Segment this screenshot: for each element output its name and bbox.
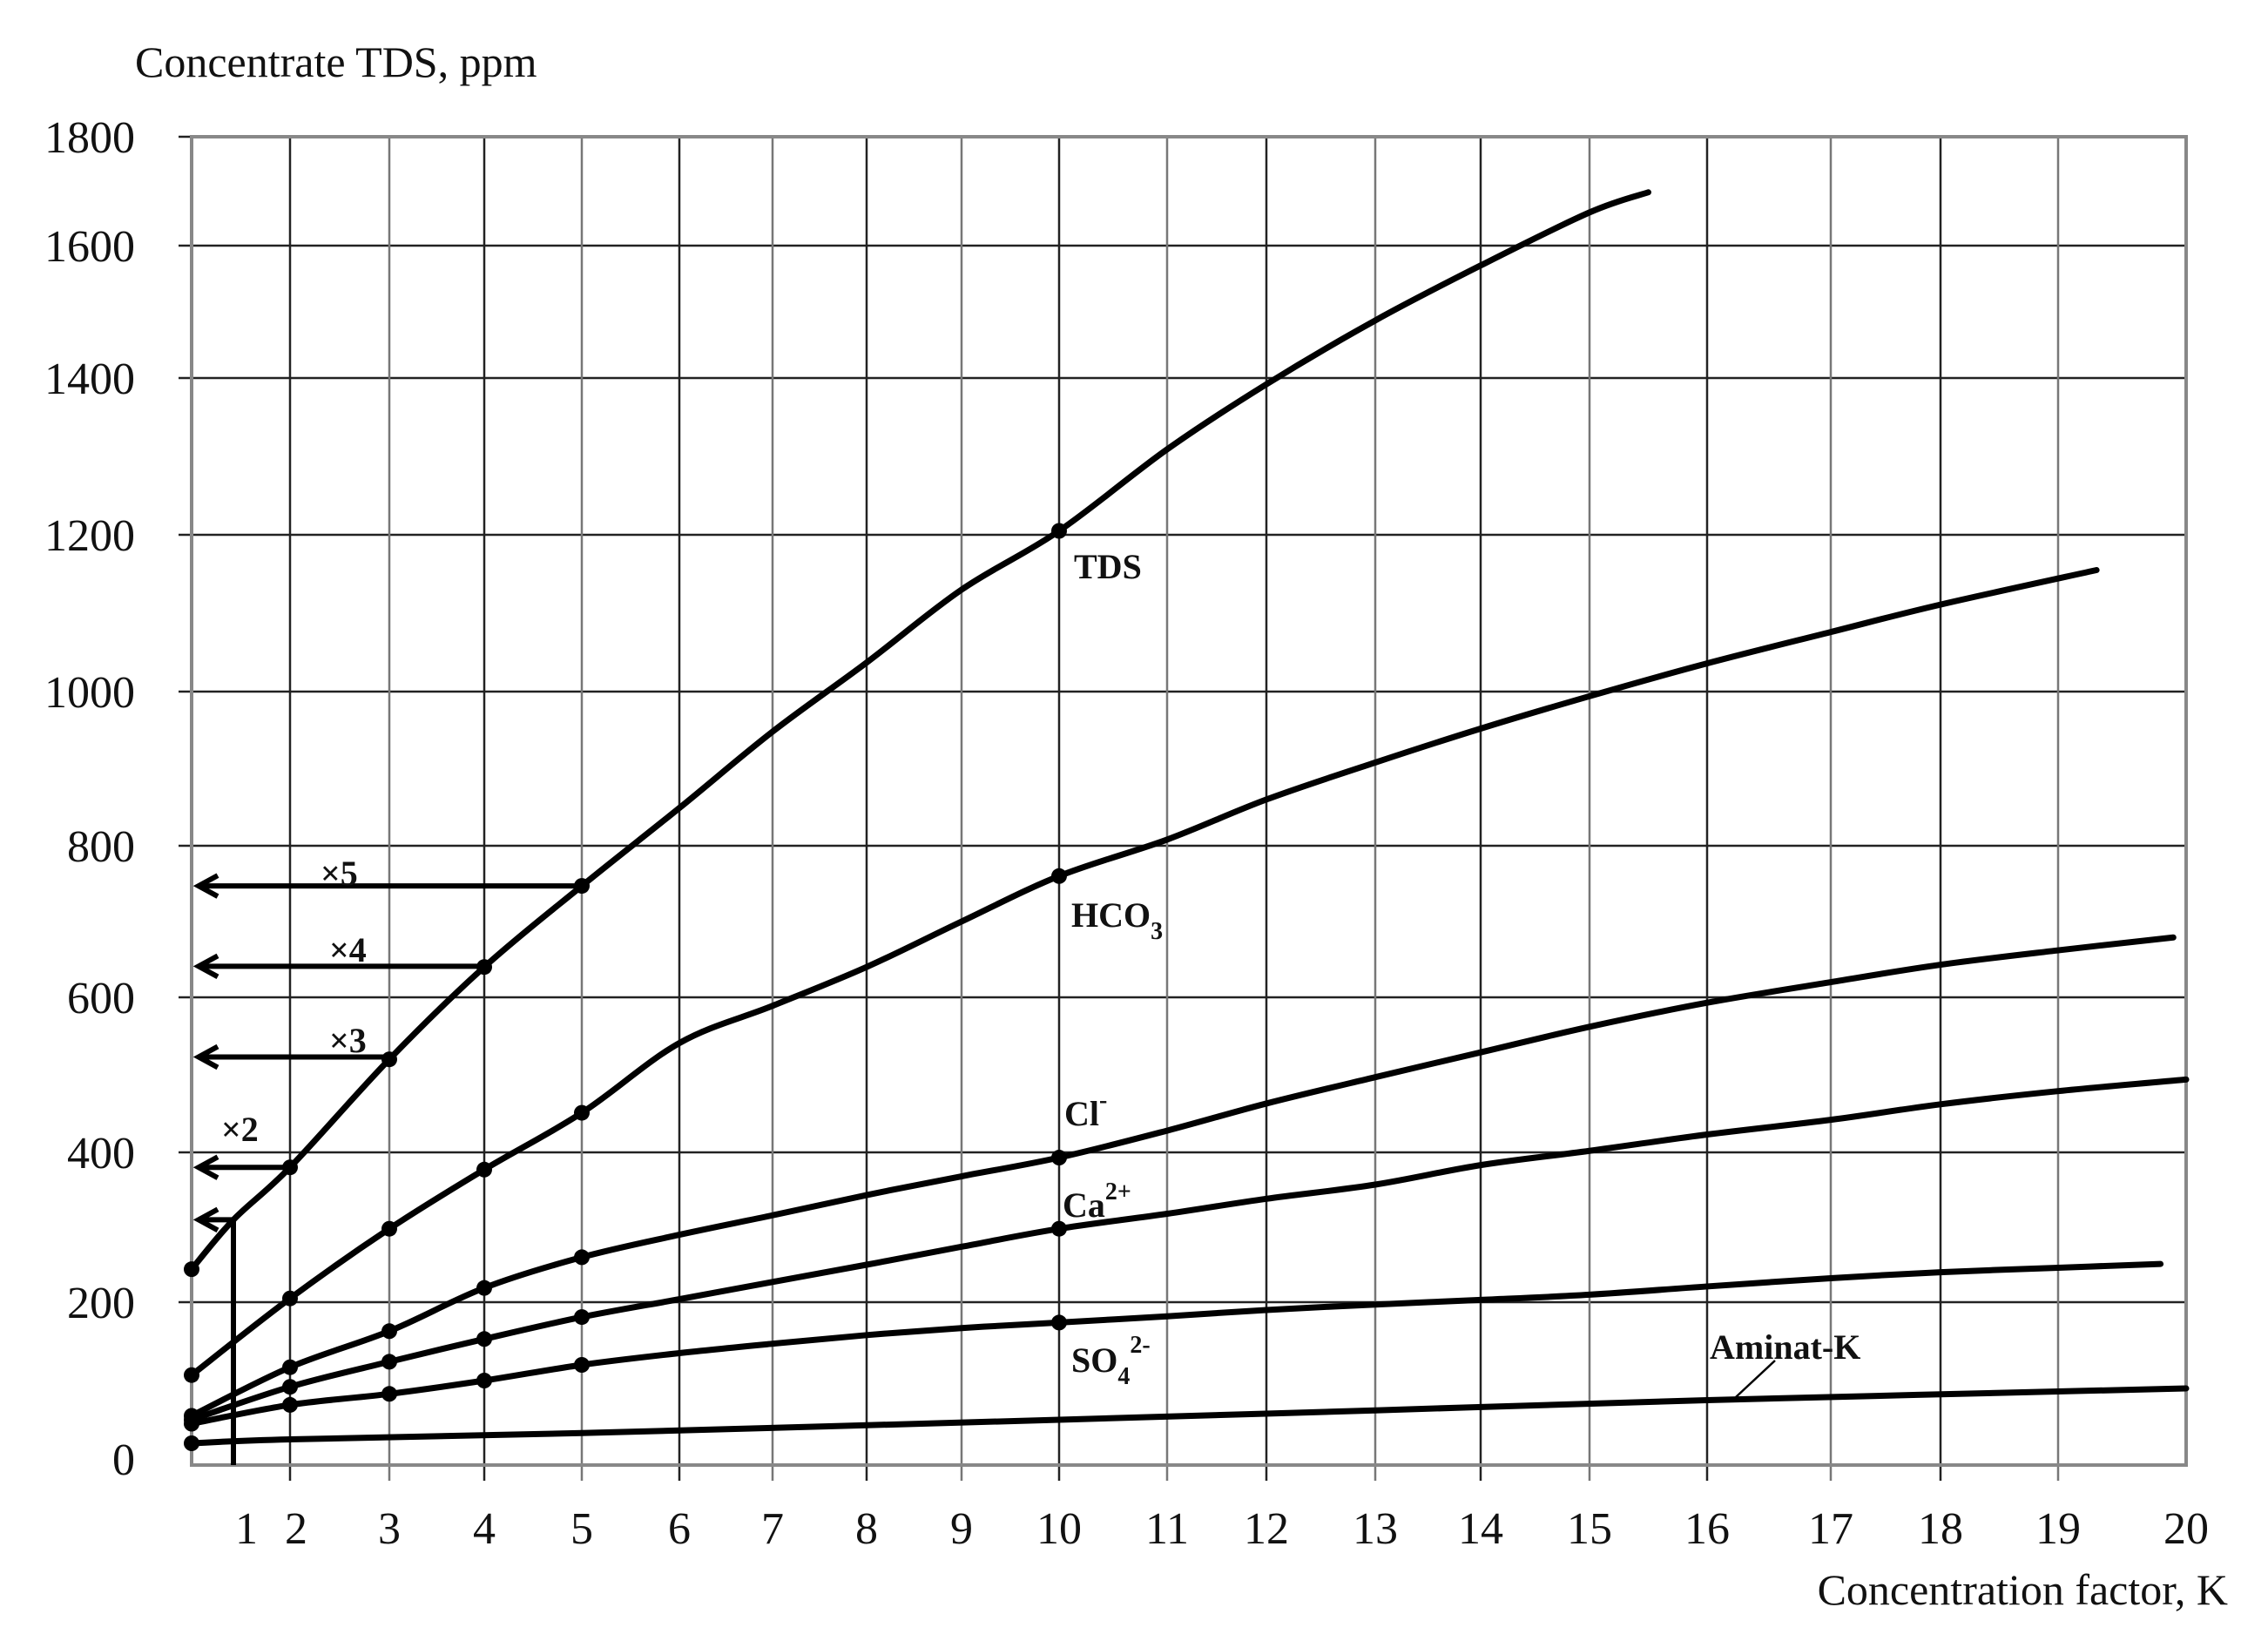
marker-ca2- [574,1309,590,1326]
marker-hco3 [381,1220,397,1237]
x-tick-label: 4 [473,1504,496,1554]
x-tick-label: 16 [1684,1504,1730,1554]
y-tick-label: 1800 [44,113,135,163]
x-tick-label: 7 [761,1504,784,1554]
x-tick-label: 8 [855,1504,878,1554]
y-tick-label: 1000 [44,668,135,718]
marker-ca2- [1051,1220,1067,1237]
arrow-head-icon [192,873,219,899]
marker-tds [184,1261,199,1278]
x-tick-label: 12 [1244,1504,1289,1554]
arrow-head-icon [192,1206,219,1233]
marker-tds [1051,523,1067,539]
marker-hco3 [282,1290,298,1307]
x-axis-title: Concentration factor, K [1818,1565,2228,1614]
aminat-leader-line [1735,1360,1776,1398]
label-hco3: HCO3 [1071,895,1163,945]
marker-ca2- [381,1354,397,1370]
y-axis-title: Concentrate TDS, ppm [135,37,537,86]
marker-so4-2- [476,1373,492,1388]
x-tick-label: 19 [2035,1504,2081,1554]
y-tick-label: 400 [67,1129,135,1178]
curve-cl- [188,934,2177,1419]
label-x3: ×3 [329,1021,367,1060]
marker-cl- [574,1249,590,1266]
x-tick-label: 2 [285,1504,307,1554]
y-tick-label: 0 [112,1435,135,1485]
x-tick-label: 10 [1036,1504,1082,1554]
x-tick-label: 9 [950,1504,973,1554]
x-tick-label: 14 [1458,1504,1503,1554]
curve-aminat-k [188,1385,2190,1447]
y-tick-label: 200 [67,1279,135,1328]
x-tick-label: 5 [570,1504,593,1554]
marker-so4-2- [184,1415,199,1432]
marker-hco3 [476,1161,492,1178]
marker-hco3 [574,1104,590,1121]
marker-ca2- [282,1379,298,1395]
y-tick-label: 1600 [44,222,135,272]
x-tick-label: 13 [1353,1504,1398,1554]
marker-aminat-k [184,1435,199,1451]
y-tick-label: 600 [67,974,135,1023]
marker-cl- [282,1359,298,1375]
arrow-head-icon [192,1043,219,1070]
marker-cl- [381,1323,397,1340]
label-ca: Ca2+ [1063,1178,1131,1225]
marker-so4-2- [574,1357,590,1373]
marker-so4-2- [1051,1314,1067,1331]
arrow-head-icon [192,1154,219,1180]
curve-tds [188,189,1651,1273]
label-x2: ×2 [221,1110,259,1149]
x-tick-label: 20 [2163,1504,2209,1554]
arrow-head-icon [192,953,219,979]
marker-cl- [476,1280,492,1296]
label-x4: ×4 [329,930,367,969]
x-tick-label: 6 [668,1504,691,1554]
x-tick-label: 1 [235,1504,258,1554]
label-aminat-k: Aminat-K [1710,1327,1860,1367]
data-curves [188,189,2190,1447]
x-tick-label: 17 [1808,1504,1853,1554]
y-tick-label: 1200 [44,511,135,561]
marker-ca2- [476,1331,492,1347]
grid [179,135,2186,1481]
x-tick-label: 18 [1918,1504,1963,1554]
label-so4: SO42- [1071,1332,1151,1390]
label-cl: Cl- [1064,1087,1107,1133]
x-tick-label: 3 [378,1504,401,1554]
label-x5: ×5 [321,854,358,893]
y-tick-label: 1400 [44,355,135,404]
x-tick-label: 15 [1567,1504,1612,1554]
marker-hco3 [184,1367,199,1383]
marker-so4-2- [381,1386,397,1402]
label-tds: TDS [1074,547,1142,586]
multiplier-arrows [192,873,582,1465]
curve-so4-2- [188,1260,2164,1427]
marker-cl- [1051,1150,1067,1166]
x-axis-ticks: 1 2 3 4 5 6 7 8 9 10 11 12 13 14 15 16 17 18 19 20 [235,1504,2209,1554]
x-tick-label: 11 [1145,1504,1189,1554]
marker-hco3 [1051,868,1067,884]
curve-ca2- [188,1076,2190,1423]
y-tick-label: 800 [67,822,135,872]
plot-frame [190,135,2188,1467]
marker-so4-2- [282,1396,298,1413]
y-axis-ticks: 0 200 400 600 800 1000 1200 1400 1600 1800 [44,113,135,1485]
